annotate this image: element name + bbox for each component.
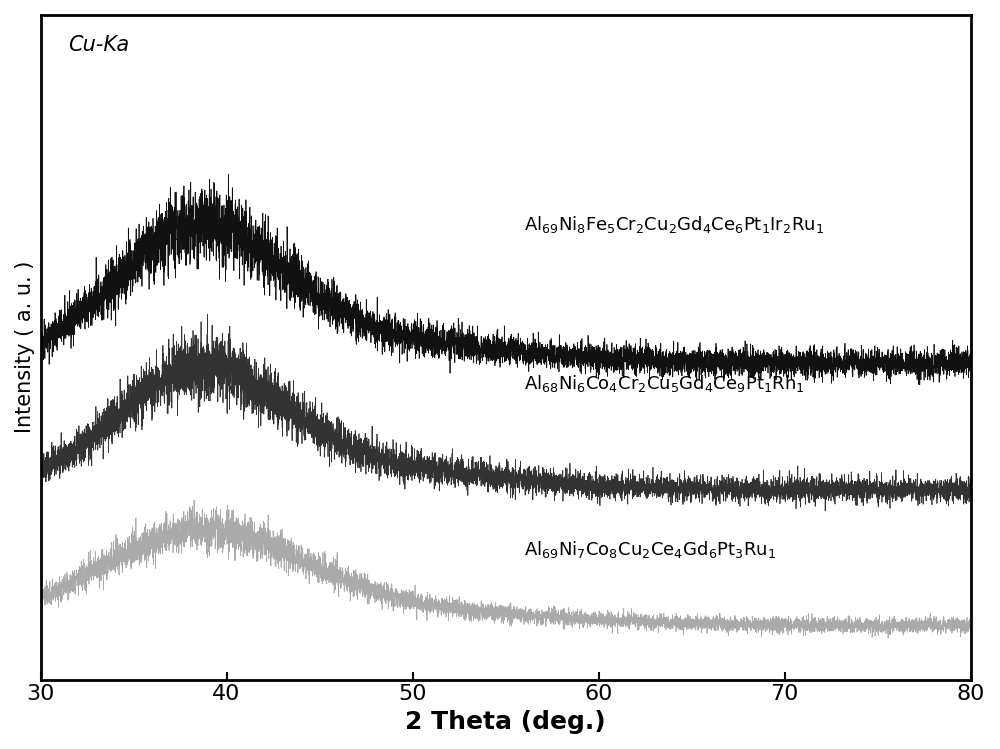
X-axis label: 2 Theta (deg.): 2 Theta (deg.)	[405, 710, 606, 734]
Text: Al$_{68}$Ni$_6$Co$_4$Cr$_2$Cu$_5$Gd$_4$Ce$_9$Pt$_1$Rh$_1$: Al$_{68}$Ni$_6$Co$_4$Cr$_2$Cu$_5$Gd$_4$C…	[524, 373, 805, 394]
Text: Cu-Ka: Cu-Ka	[68, 35, 130, 55]
Text: Al$_{69}$Ni$_7$Co$_8$Cu$_2$Ce$_4$Gd$_6$Pt$_3$Ru$_1$: Al$_{69}$Ni$_7$Co$_8$Cu$_2$Ce$_4$Gd$_6$P…	[524, 539, 776, 560]
Y-axis label: Intensity ( a. u. ): Intensity ( a. u. )	[15, 261, 35, 434]
Text: Al$_{69}$Ni$_8$Fe$_5$Cr$_2$Cu$_2$Gd$_4$Ce$_6$Pt$_1$Ir$_2$Ru$_1$: Al$_{69}$Ni$_8$Fe$_5$Cr$_2$Cu$_2$Gd$_4$C…	[524, 214, 824, 235]
